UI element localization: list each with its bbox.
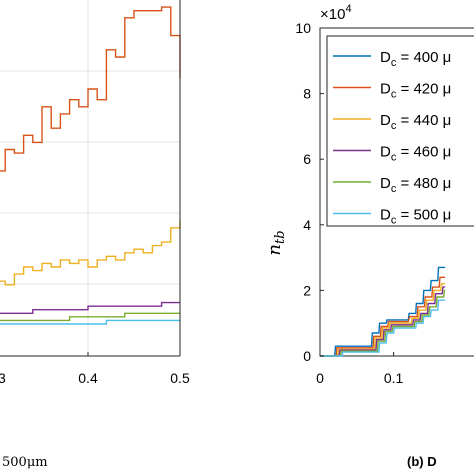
right-y-tick-label: 0 bbox=[303, 348, 311, 364]
legend-entry-label: Dc = 460 μ bbox=[380, 144, 451, 164]
y-axis-exponent: ×104 bbox=[320, 3, 352, 23]
left-panel: 0.3 0.4 0.5 500μm bbox=[0, 0, 190, 470]
legend-entry-prefix: D bbox=[380, 112, 391, 129]
legend-entry-subscript: c bbox=[391, 89, 397, 101]
legend-entry-label: Dc = 500 μ bbox=[380, 207, 451, 227]
right-y-tick-label: 10 bbox=[295, 20, 311, 36]
right-y-tick-label: 4 bbox=[303, 217, 311, 233]
right-series-line-3 bbox=[320, 286, 446, 357]
right-series-line-1 bbox=[320, 276, 446, 357]
legend: Dc = 400 μDc = 420 μDc = 440 μDc = 460 μ… bbox=[326, 35, 474, 227]
y-axis-label: ntb bbox=[264, 230, 288, 255]
right-series-line-4 bbox=[320, 289, 446, 357]
exponent-base: ×10 bbox=[320, 6, 345, 23]
legend-entry-label: Dc = 440 μ bbox=[380, 112, 451, 132]
left-x-tick-label: 0.3 bbox=[0, 370, 6, 386]
legend-entry-prefix: D bbox=[380, 81, 391, 98]
right-series-line-5 bbox=[320, 299, 446, 357]
legend-entry-value: = 420 μ bbox=[396, 81, 451, 98]
legend-entry-label: Dc = 420 μ bbox=[380, 81, 451, 101]
legend-entry-value: = 400 μ bbox=[396, 49, 451, 66]
right-x-tick-label: 0 bbox=[316, 370, 324, 386]
caption-label: (b) D bbox=[407, 454, 437, 469]
legend-entry-prefix: D bbox=[380, 144, 391, 161]
legend-entry-value: = 460 μ bbox=[396, 144, 451, 161]
left-series-line-2 bbox=[0, 301, 180, 314]
legend-entry-value: = 440 μ bbox=[396, 112, 451, 129]
left-series-line-3 bbox=[0, 312, 180, 322]
left-panel-series bbox=[0, 6, 181, 325]
legend-entry-value: = 500 μ bbox=[396, 207, 451, 224]
right-y-tick-label: 8 bbox=[303, 86, 311, 102]
left-series-line-1 bbox=[0, 220, 181, 286]
legend-entry-label: Dc = 400 μ bbox=[380, 49, 451, 69]
y-axis-label-sub: tb bbox=[273, 230, 288, 244]
left-series-line-4 bbox=[0, 319, 180, 325]
legend-entry-prefix: D bbox=[380, 175, 391, 192]
right-panel-series bbox=[320, 266, 446, 357]
left-panel-grid bbox=[0, 0, 181, 356]
left-x-tick-label: 0.4 bbox=[78, 370, 98, 386]
right-x-tick-label: 0.1 bbox=[384, 370, 404, 386]
left-panel-x-ticks: 0.3 0.4 0.5 bbox=[0, 352, 190, 386]
legend-entry-prefix: D bbox=[380, 207, 391, 224]
legend-entry-subscript: c bbox=[391, 183, 397, 195]
exponent-power: 4 bbox=[345, 3, 351, 15]
y-axis-label-main: n bbox=[264, 244, 285, 256]
right-series-line-0 bbox=[320, 266, 446, 357]
left-panel-caption: 500μm bbox=[2, 455, 48, 470]
legend-box bbox=[326, 35, 474, 227]
right-series-line-2 bbox=[320, 283, 446, 357]
legend-entry-prefix: D bbox=[380, 49, 391, 66]
right-y-tick-label: 6 bbox=[303, 151, 311, 167]
right-y-tick-label: 2 bbox=[303, 282, 311, 298]
legend-entry-subscript: c bbox=[391, 57, 397, 69]
legend-entry-label: Dc = 480 μ bbox=[380, 175, 451, 195]
legend-items: Dc = 400 μDc = 420 μDc = 440 μDc = 460 μ… bbox=[333, 49, 451, 227]
legend-entry-subscript: c bbox=[391, 215, 397, 227]
legend-entry-subscript: c bbox=[391, 120, 397, 132]
right-panel-ticks: 0 2 4 6 8 10 0 0.1 bbox=[295, 20, 403, 386]
right-panel-caption: (b) D bbox=[407, 454, 437, 469]
left-series-line-0 bbox=[0, 6, 181, 172]
legend-entry-subscript: c bbox=[391, 152, 397, 164]
left-x-tick-label: 0.5 bbox=[170, 370, 190, 386]
legend-entry-value: = 480 μ bbox=[396, 175, 451, 192]
